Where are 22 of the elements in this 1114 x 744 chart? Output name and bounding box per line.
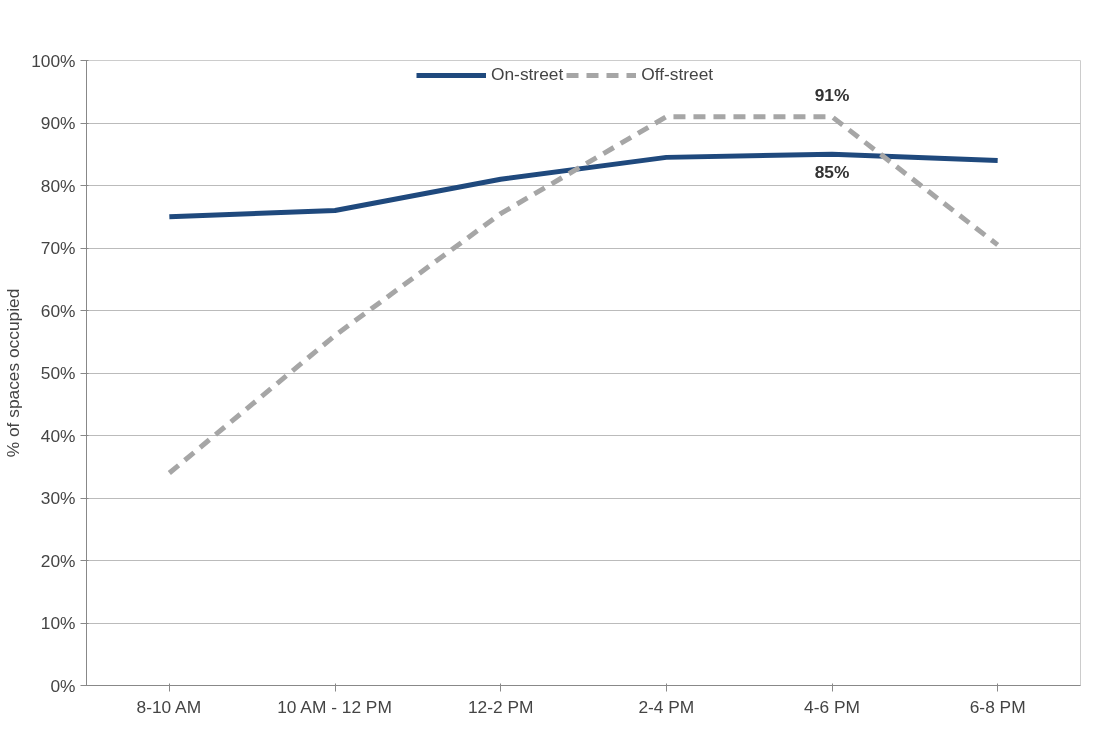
y-tick-label: 60% xyxy=(40,300,76,321)
y-tick-label: 100% xyxy=(31,50,76,71)
legend-label: On-street xyxy=(491,64,564,85)
x-tick-label: 10 AM - 12 PM xyxy=(277,696,392,717)
x-tick-label: 6-8 PM xyxy=(969,696,1026,717)
x-tick-label: 4-6 PM xyxy=(804,696,860,717)
data-label: 91% xyxy=(814,84,850,105)
y-tick-label: 10% xyxy=(40,613,76,633)
y-tick-label: 0% xyxy=(50,675,76,696)
x-tick-label: 8-10 AM xyxy=(136,696,202,717)
y-tick-label: 90% xyxy=(40,113,76,133)
y-tick-label: 30% xyxy=(40,488,76,508)
y-tick-label: 20% xyxy=(40,550,76,571)
x-tick-label: 12-2 PM xyxy=(467,696,534,717)
y-axis-title: % of spaces occupied xyxy=(3,288,24,458)
legend-label: Off-street xyxy=(641,64,714,85)
x-tick-label: 2-4 PM xyxy=(638,696,695,717)
y-tick-label: 40% xyxy=(40,425,76,446)
data-label: 85% xyxy=(814,162,850,183)
y-tick-label: 50% xyxy=(40,363,76,383)
y-tick-label: 80% xyxy=(40,175,76,196)
y-tick-label: 70% xyxy=(40,238,76,258)
